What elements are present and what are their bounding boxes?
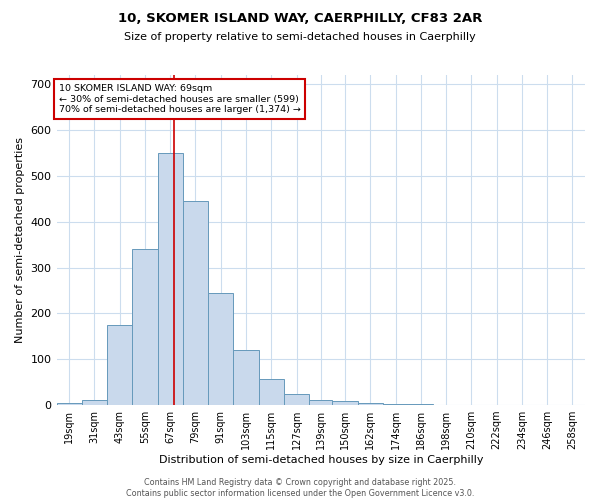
Bar: [233, 350, 259, 405]
Bar: [133, 249, 158, 405]
Bar: [408, 404, 433, 405]
Bar: [309, 400, 332, 405]
Y-axis label: Number of semi-detached properties: Number of semi-detached properties: [15, 137, 25, 343]
Bar: [158, 153, 183, 405]
Bar: [284, 394, 309, 405]
Bar: [208, 293, 233, 405]
Text: 10, SKOMER ISLAND WAY, CAERPHILLY, CF83 2AR: 10, SKOMER ISLAND WAY, CAERPHILLY, CF83 …: [118, 12, 482, 26]
Bar: [332, 402, 358, 405]
Bar: [107, 325, 133, 405]
Bar: [259, 379, 284, 405]
Text: Size of property relative to semi-detached houses in Caerphilly: Size of property relative to semi-detach…: [124, 32, 476, 42]
Bar: [383, 404, 408, 405]
Bar: [358, 403, 383, 405]
X-axis label: Distribution of semi-detached houses by size in Caerphilly: Distribution of semi-detached houses by …: [158, 455, 483, 465]
Bar: [56, 403, 82, 405]
Text: 10 SKOMER ISLAND WAY: 69sqm
← 30% of semi-detached houses are smaller (599)
70% : 10 SKOMER ISLAND WAY: 69sqm ← 30% of sem…: [59, 84, 301, 114]
Text: Contains HM Land Registry data © Crown copyright and database right 2025.
Contai: Contains HM Land Registry data © Crown c…: [126, 478, 474, 498]
Bar: [183, 201, 208, 405]
Bar: [82, 400, 107, 405]
